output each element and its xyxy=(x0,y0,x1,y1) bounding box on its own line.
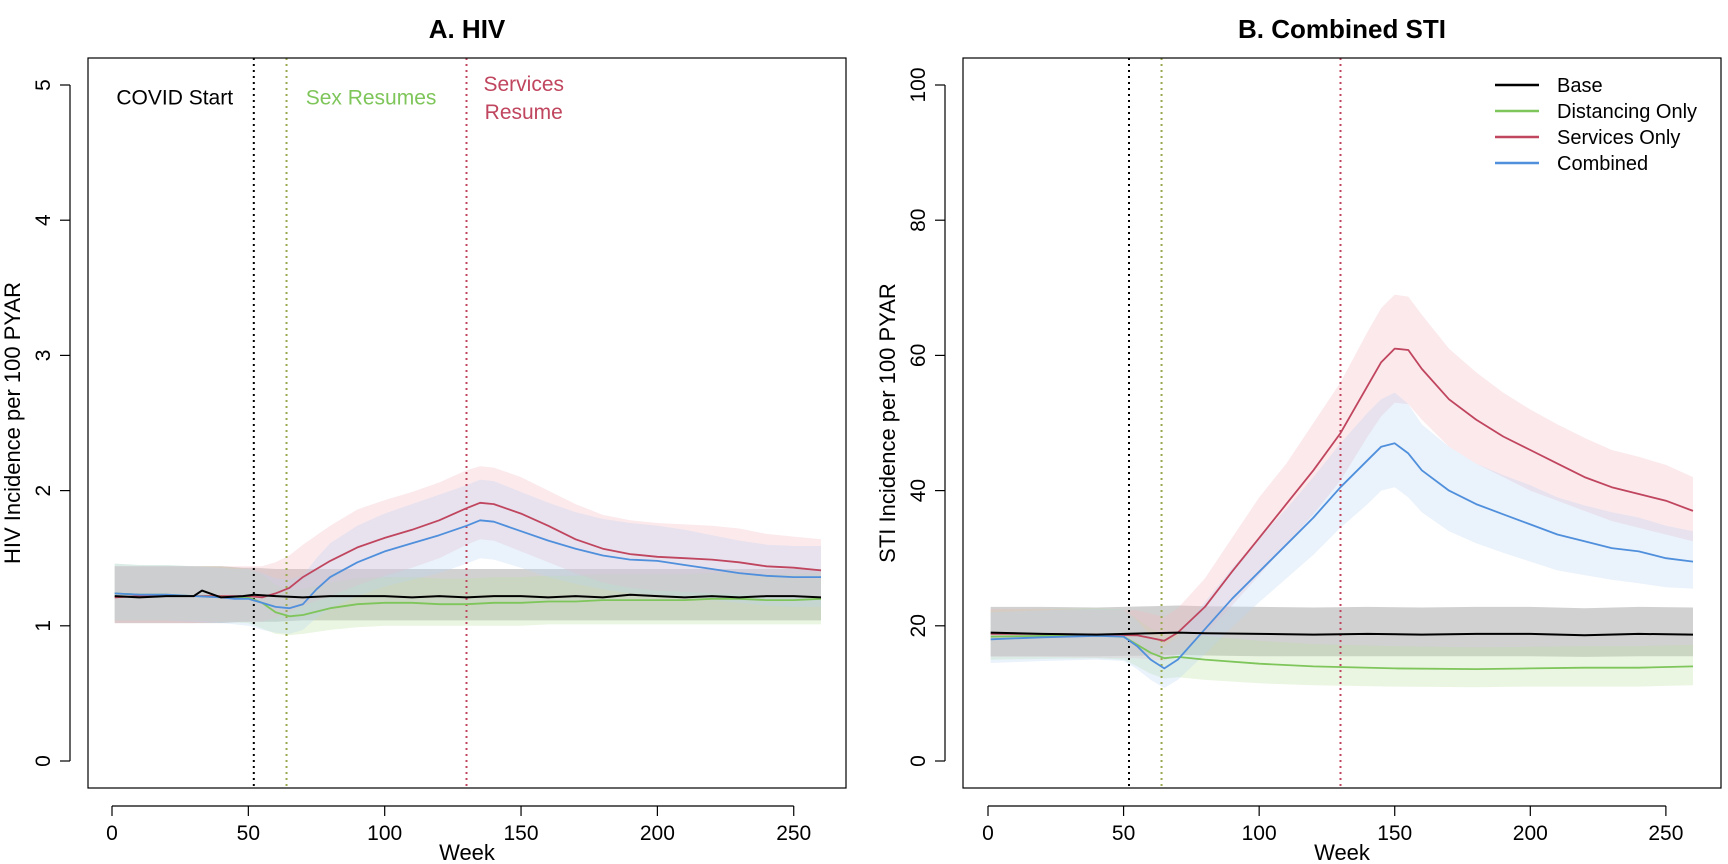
plot-frame xyxy=(962,57,1722,789)
x-tick-label: 0 xyxy=(106,822,118,845)
x-tick-label: 100 xyxy=(1242,822,1277,845)
x-tick-label: 150 xyxy=(504,822,539,845)
x-tick-label: 200 xyxy=(1513,822,1548,845)
x-tick-label: 200 xyxy=(640,822,675,845)
x-axis-label: Week xyxy=(1314,840,1371,864)
annotation-label: COVID Start xyxy=(116,87,233,110)
x-tick-label: 150 xyxy=(1377,822,1412,845)
y-tick-label: 100 xyxy=(907,67,930,102)
x-tick-label: 50 xyxy=(237,822,260,845)
annotation-label: Resume xyxy=(485,101,563,124)
series-line-base xyxy=(990,631,1694,637)
x-axis-label: Week xyxy=(439,840,496,864)
confidence-band-services xyxy=(990,294,1693,661)
y-tick-label: 1 xyxy=(32,620,55,632)
y-tick-label: 20 xyxy=(907,614,930,637)
confidence-band-combined xyxy=(990,392,1693,688)
y-tick-label: 0 xyxy=(907,755,930,767)
annotation-label: Sex Resumes xyxy=(306,87,437,110)
confidence-band-services xyxy=(114,466,821,624)
series-line-services xyxy=(990,347,1694,642)
x-tick-label: 250 xyxy=(1648,822,1683,845)
y-tick-label: 4 xyxy=(32,214,55,226)
legend-label: Combined xyxy=(1557,153,1648,175)
chart-title: A. HIV xyxy=(429,14,506,44)
y-axis-label: HIV Incidence per 100 PYAR xyxy=(0,282,25,564)
series-line-base xyxy=(114,589,822,599)
y-tick-label: 0 xyxy=(32,755,55,767)
chart-title: B. Combined STI xyxy=(1238,14,1446,44)
series-line-combined xyxy=(114,519,821,610)
y-tick-label: 40 xyxy=(907,479,930,502)
plot-frame xyxy=(87,57,847,789)
x-tick-label: 0 xyxy=(982,822,994,845)
y-tick-label: 60 xyxy=(907,344,930,367)
legend-label: Services Only xyxy=(1557,127,1680,149)
panel-hiv: A. HIV 0 50 100 150 200 250 Week 0 1 2 3 4 5 HIV Incid… xyxy=(0,14,847,864)
legend-label: Base xyxy=(1557,75,1603,97)
x-tick-label: 100 xyxy=(367,822,402,845)
confidence-band-base xyxy=(990,605,1693,657)
y-tick-label: 80 xyxy=(907,209,930,232)
confidence-band-distancing xyxy=(114,563,821,636)
x-tick-label: 50 xyxy=(1112,822,1135,845)
y-tick-label: 2 xyxy=(32,485,55,497)
y-tick-label: 3 xyxy=(32,350,55,362)
annotation-label: Services xyxy=(483,73,564,96)
legend-label: Distancing Only xyxy=(1557,101,1697,123)
y-tick-label: 5 xyxy=(32,79,55,91)
panel-combined-sti: B. Combined STI 0 50 100 150 200 250 Week 0 20 40 6… xyxy=(875,14,1722,864)
x-tick-label: 250 xyxy=(776,822,811,845)
series-line-combined xyxy=(990,442,1694,670)
confidence-band-base xyxy=(114,566,821,624)
y-axis-label: STI Incidence per 100 PYAR xyxy=(875,283,900,563)
confidence-band-combined xyxy=(114,479,821,634)
